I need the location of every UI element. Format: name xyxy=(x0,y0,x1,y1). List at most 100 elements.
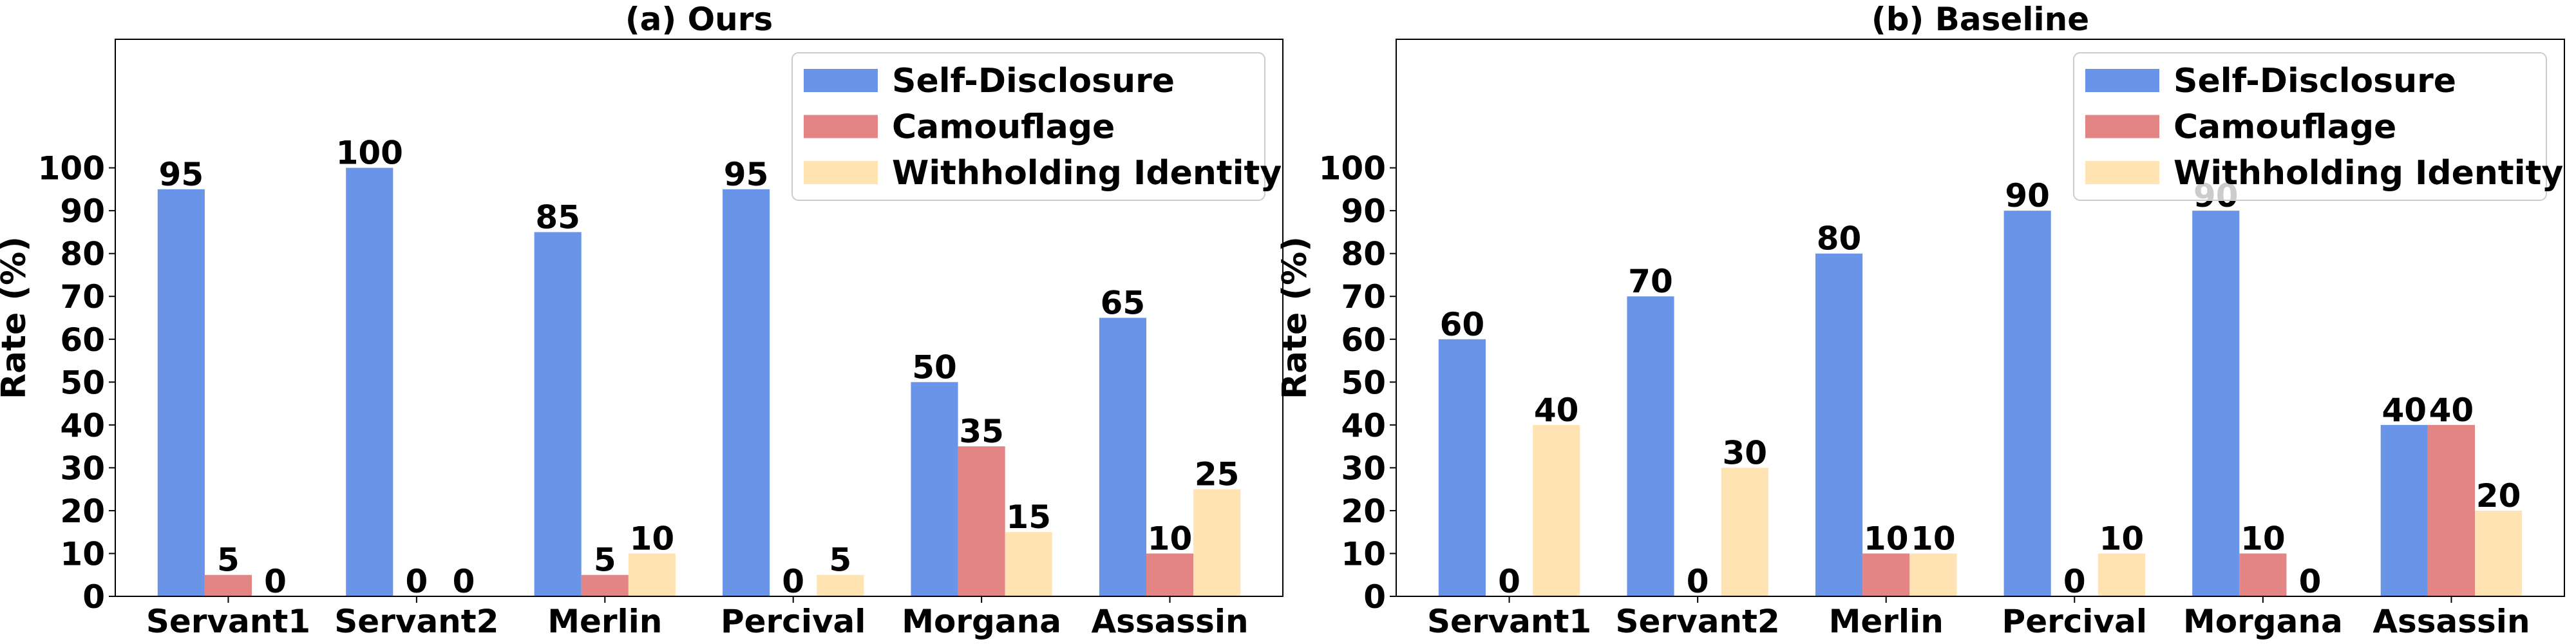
x-tick-label: Merlin xyxy=(1829,603,1944,640)
value-label: 0 xyxy=(405,563,428,600)
bar xyxy=(1005,532,1052,596)
value-label: 0 xyxy=(453,563,475,600)
value-label: 0 xyxy=(1498,563,1520,600)
chart-title: (a) Ours xyxy=(625,1,773,38)
y-tick-label: 20 xyxy=(60,493,105,530)
value-label: 40 xyxy=(2382,392,2427,429)
y-tick-label: 80 xyxy=(60,236,105,273)
value-label: 95 xyxy=(159,156,204,193)
value-label: 90 xyxy=(2005,177,2050,214)
x-tick-label: Servant1 xyxy=(146,603,310,640)
y-axis-label: Rate (%) xyxy=(1276,236,1314,399)
value-label: 25 xyxy=(1195,456,1240,493)
value-label: 0 xyxy=(1687,563,1709,600)
bar xyxy=(2427,424,2476,596)
bar xyxy=(958,446,1005,596)
value-label: 95 xyxy=(724,156,769,193)
bar xyxy=(1438,339,1486,596)
chart-title: (b) Baseline xyxy=(1871,1,2089,38)
y-tick-label: 10 xyxy=(60,535,105,573)
x-tick-label: Servant2 xyxy=(1616,603,1780,640)
bar xyxy=(1099,317,1146,596)
bar xyxy=(2192,211,2240,597)
bar xyxy=(911,382,958,596)
y-tick-label: 100 xyxy=(38,150,105,187)
value-label: 70 xyxy=(1628,263,1673,300)
value-label: 5 xyxy=(217,542,240,579)
x-tick-label: Servant1 xyxy=(1427,603,1591,640)
y-tick-label: 40 xyxy=(1341,407,1386,444)
bar xyxy=(1627,296,1674,596)
bar xyxy=(1909,553,1957,596)
legend-label: Withholding Identity xyxy=(2174,154,2563,193)
value-label: 65 xyxy=(1101,285,1146,322)
value-label: 60 xyxy=(1440,306,1485,343)
plot-frame xyxy=(1396,39,2565,597)
value-label: 10 xyxy=(630,520,675,557)
value-label: 0 xyxy=(2063,563,2086,600)
y-tick-label: 80 xyxy=(1341,236,1386,273)
chart-panel: (b) Baseline Rate (%) 0 10 20 30 40 50 60 70 80 90 1… xyxy=(1276,1,2565,640)
y-tick-label: 50 xyxy=(60,364,105,401)
legend-label: Withholding Identity xyxy=(892,154,1282,193)
x-tick-label: Merlin xyxy=(547,603,662,640)
y-tick-label: 40 xyxy=(60,407,105,444)
y-tick-label: 70 xyxy=(1341,278,1386,316)
value-label: 50 xyxy=(912,348,957,386)
value-label: 10 xyxy=(1148,520,1193,557)
x-tick-label: Percival xyxy=(721,603,866,640)
x-tick-label: Assassin xyxy=(2372,603,2530,640)
y-tick-label: 60 xyxy=(60,321,105,359)
legend: Self-Disclosure Camouflage Withholding Ide… xyxy=(2073,52,2563,201)
y-tick-label: 30 xyxy=(1341,450,1386,487)
value-label: 10 xyxy=(1864,520,1909,557)
bar xyxy=(817,574,864,596)
x-tick-label: Morgana xyxy=(902,603,1061,640)
bar xyxy=(2003,211,2051,597)
bar xyxy=(1146,553,1194,596)
x-tick-label: Servant2 xyxy=(334,603,498,640)
y-tick-label: 90 xyxy=(1341,193,1386,230)
bar xyxy=(1721,468,1768,596)
bar xyxy=(346,167,393,597)
bar xyxy=(581,574,629,596)
bar xyxy=(1193,489,1241,596)
y-tick-label: 90 xyxy=(60,193,105,230)
legend-label: Self-Disclosure xyxy=(892,62,1175,100)
value-label: 5 xyxy=(594,542,616,579)
y-tick-label: 10 xyxy=(1341,535,1386,573)
legend-swatch xyxy=(804,69,878,92)
legend-swatch xyxy=(804,115,878,138)
value-label: 5 xyxy=(829,542,851,579)
y-tick-label: 50 xyxy=(1341,364,1386,401)
legend-label: Self-Disclosure xyxy=(2174,62,2456,100)
value-label: 80 xyxy=(1817,220,1862,258)
bar xyxy=(534,232,582,596)
value-label: 0 xyxy=(2299,563,2322,600)
y-tick-label: 0 xyxy=(1363,578,1386,616)
y-tick-label: 70 xyxy=(60,278,105,316)
value-label: 10 xyxy=(2240,520,2286,557)
bar xyxy=(1862,553,1910,596)
value-label: 15 xyxy=(1006,498,1051,536)
bar xyxy=(2098,553,2146,596)
y-tick-label: 100 xyxy=(1319,150,1386,187)
bar xyxy=(723,189,770,596)
value-label: 0 xyxy=(264,563,287,600)
legend-swatch xyxy=(804,161,878,184)
bar xyxy=(628,553,676,596)
bar xyxy=(157,189,205,596)
y-tick-label: 20 xyxy=(1341,493,1386,530)
legend-label: Camouflage xyxy=(2174,108,2396,147)
legend-box xyxy=(2073,52,2547,201)
value-label: 30 xyxy=(1722,434,1767,471)
legend-box xyxy=(791,52,1265,201)
bar xyxy=(2380,424,2428,596)
legend-label: Camouflage xyxy=(892,108,1115,147)
value-label: 0 xyxy=(782,563,804,600)
value-label: 10 xyxy=(2099,520,2145,557)
legend: Self-Disclosure Camouflage Withholding Ide… xyxy=(791,52,1282,201)
value-label: 40 xyxy=(1534,392,1579,429)
